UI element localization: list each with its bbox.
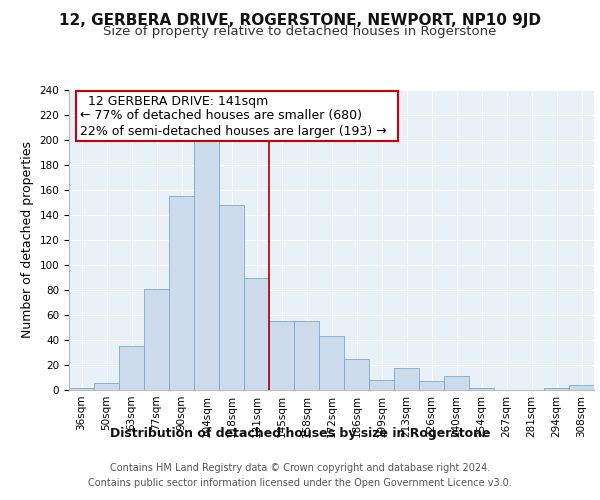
Bar [544,388,569,390]
Bar [319,336,344,390]
Bar [419,381,444,390]
Bar [369,380,394,390]
Bar [144,289,169,390]
Bar [394,368,419,390]
Bar [219,205,244,390]
Text: 12, GERBERA DRIVE, ROGERSTONE, NEWPORT, NP10 9JD: 12, GERBERA DRIVE, ROGERSTONE, NEWPORT, … [59,12,541,28]
Bar [269,322,294,390]
Bar [169,196,194,390]
Bar [119,346,144,390]
Bar [294,322,319,390]
Bar [569,385,594,390]
Text: Size of property relative to detached houses in Rogerstone: Size of property relative to detached ho… [103,25,497,38]
Bar [69,388,94,390]
Bar [244,278,269,390]
Bar [444,376,469,390]
Bar [344,359,369,390]
Text: Contains HM Land Registry data © Crown copyright and database right 2024.
Contai: Contains HM Land Registry data © Crown c… [88,462,512,487]
Bar [469,388,494,390]
Y-axis label: Number of detached properties: Number of detached properties [21,142,34,338]
Text: Distribution of detached houses by size in Rogerstone: Distribution of detached houses by size … [110,428,490,440]
Text: 12 GERBERA DRIVE: 141sqm
← 77% of detached houses are smaller (680)
22% of semi-: 12 GERBERA DRIVE: 141sqm ← 77% of detach… [79,94,394,138]
Bar [94,382,119,390]
Bar [194,140,219,390]
